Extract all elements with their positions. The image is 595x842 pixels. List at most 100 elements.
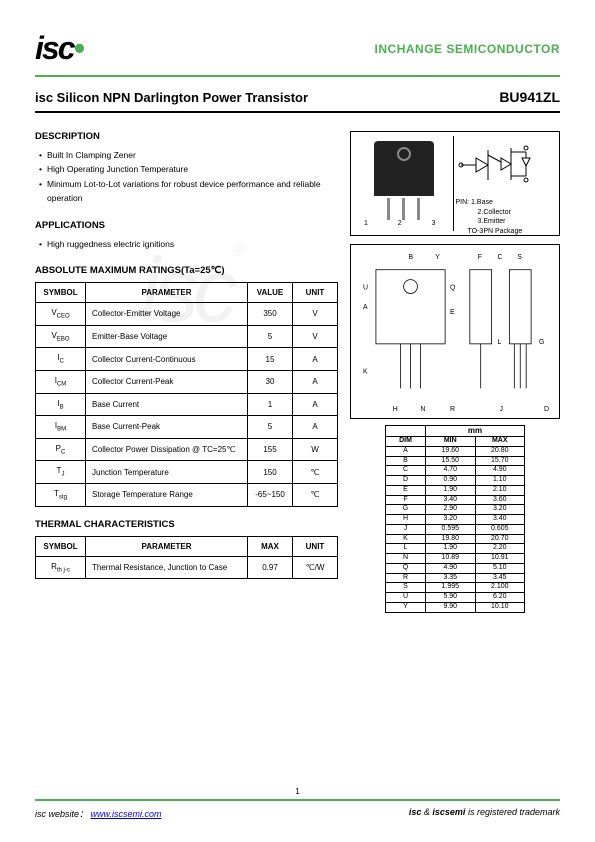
cell-param: Junction Temperature — [86, 461, 248, 484]
header: isc• INCHANGE SEMICONDUCTOR — [35, 30, 560, 67]
cell-unit: V — [293, 303, 338, 326]
cell-dim: S — [386, 583, 426, 593]
cell-unit: A — [293, 370, 338, 393]
table-row: VCEO Collector-Emitter Voltage 350 V — [36, 303, 338, 326]
cell-value: 0.97 — [248, 556, 293, 579]
applications-heading: APPLICATIONS — [35, 220, 338, 231]
cell-param: Storage Temperature Range — [86, 483, 248, 506]
col-symbol: SYMBOL — [36, 283, 86, 303]
cell-dim: B — [386, 456, 426, 466]
cell-symbol: VCEO — [36, 303, 86, 326]
table-row: N 10.89 10.91 — [386, 554, 525, 564]
cell-dim: U — [386, 593, 426, 603]
cell-symbol: PC — [36, 438, 86, 461]
table-row: E 1.90 2.10 — [386, 485, 525, 495]
cell-max: 2.20 — [475, 544, 525, 554]
cell-param: Collector-Emitter Voltage — [86, 303, 248, 326]
cell-param: Emitter-Base Voltage — [86, 325, 248, 348]
cell-max: 10.91 — [475, 554, 525, 564]
table-row: G 2.90 3.20 — [386, 505, 525, 515]
table-row: Y 9.90 10.10 — [386, 602, 525, 612]
cell-value: 150 — [248, 461, 293, 484]
cell-dim: Q — [386, 563, 426, 573]
table-row: Tstg Storage Temperature Range -65~150 ℃ — [36, 483, 338, 506]
website-link[interactable]: www.iscsemi.com — [91, 809, 162, 819]
svg-text:H: H — [393, 406, 398, 413]
svg-text:N: N — [420, 406, 425, 413]
cell-param: Base Current — [86, 393, 248, 416]
cell-dim: D — [386, 476, 426, 486]
cell-min: 3.35 — [426, 573, 475, 583]
col-value: VALUE — [248, 283, 293, 303]
cell-symbol: TJ — [36, 461, 86, 484]
cell-symbol: Rth j-c — [36, 556, 86, 579]
svg-text:Q: Q — [450, 284, 456, 291]
cell-min: 15.50 — [426, 456, 475, 466]
dim-col-max: MAX — [475, 437, 525, 447]
table-row: D 0.90 1.10 — [386, 476, 525, 486]
package-outline — [374, 141, 434, 196]
cell-param: Collector Current-Continuous — [86, 348, 248, 371]
cell-value: 30 — [248, 370, 293, 393]
cell-value: -65~150 — [248, 483, 293, 506]
table-row: Q 4.90 5.10 — [386, 563, 525, 573]
description-list: Built In Clamping Zener High Operating J… — [39, 148, 338, 206]
cell-max: 20.80 — [475, 446, 525, 456]
cell-min: 3.20 — [426, 515, 475, 525]
dim-unit: mm — [426, 426, 525, 437]
svg-text:D: D — [544, 406, 549, 413]
cell-min: 3.40 — [426, 495, 475, 505]
footer: isc website： www.iscsemi.com 1 isc & isc… — [35, 799, 560, 820]
col-parameter: PARAMETER — [86, 536, 248, 556]
cell-dim: G — [386, 505, 426, 515]
cell-max: 3.20 — [475, 505, 525, 515]
logo: isc• — [35, 30, 83, 67]
company-name: INCHANGE SEMICONDUCTOR — [375, 42, 560, 56]
cell-dim: A — [386, 446, 426, 456]
cell-min: 4.90 — [426, 563, 475, 573]
cell-min: 1.90 — [426, 544, 475, 554]
cell-min: 0.595 — [426, 524, 475, 534]
table-row: B 15.50 15.70 — [386, 456, 525, 466]
table-row: IBM Base Current-Peak 5 A — [36, 416, 338, 439]
cell-min: 9.90 — [426, 602, 475, 612]
table-row: C 4.70 4.90 — [386, 466, 525, 476]
cell-param: Collector Current-Peak — [86, 370, 248, 393]
pin-label-2: 2.Collector — [456, 208, 554, 218]
package-name: TO-3PN Package — [456, 227, 554, 237]
package-diagram: 1 2 3 — [350, 131, 560, 236]
cell-dim: Y — [386, 602, 426, 612]
app-item: High ruggedness electric ignitions — [39, 237, 338, 251]
svg-text:A: A — [363, 304, 368, 311]
table-row: Rth j-c Thermal Resistance, Junction to … — [36, 556, 338, 579]
svg-text:Y: Y — [435, 254, 440, 261]
cell-symbol: IB — [36, 393, 86, 416]
table-row: VEBO Emitter-Base Voltage 5 V — [36, 325, 338, 348]
svg-text:F: F — [478, 254, 482, 261]
svg-text:L: L — [498, 339, 502, 346]
table-row: U 5.90 6.20 — [386, 593, 525, 603]
table-row: ICM Collector Current-Peak 30 A — [36, 370, 338, 393]
table-row: IB Base Current 1 A — [36, 393, 338, 416]
footer-right: isc & iscsemi is registered trademark — [409, 807, 560, 820]
table-row: PC Collector Power Dissipation @ TC=25℃ … — [36, 438, 338, 461]
cell-max: 3.60 — [475, 495, 525, 505]
svg-text:E: E — [450, 309, 455, 316]
cell-min: 10.89 — [426, 554, 475, 564]
table-row: A 19.60 20.80 — [386, 446, 525, 456]
cell-unit: V — [293, 325, 338, 348]
cell-value: 350 — [248, 303, 293, 326]
cell-dim: L — [386, 544, 426, 554]
dim-col-dim: DIM — [386, 437, 426, 447]
cell-unit: ℃/W — [293, 556, 338, 579]
svg-text:G: G — [539, 339, 544, 346]
cell-param: Base Current-Peak — [86, 416, 248, 439]
thermal-heading: THERMAL CHARACTERISTICS — [35, 519, 338, 530]
header-divider — [35, 75, 560, 77]
col-unit: UNIT — [293, 536, 338, 556]
cell-symbol: IBM — [36, 416, 86, 439]
svg-text:U: U — [363, 284, 368, 291]
cell-value: 5 — [248, 416, 293, 439]
cell-max: 4.90 — [475, 466, 525, 476]
cell-min: 5.90 — [426, 593, 475, 603]
